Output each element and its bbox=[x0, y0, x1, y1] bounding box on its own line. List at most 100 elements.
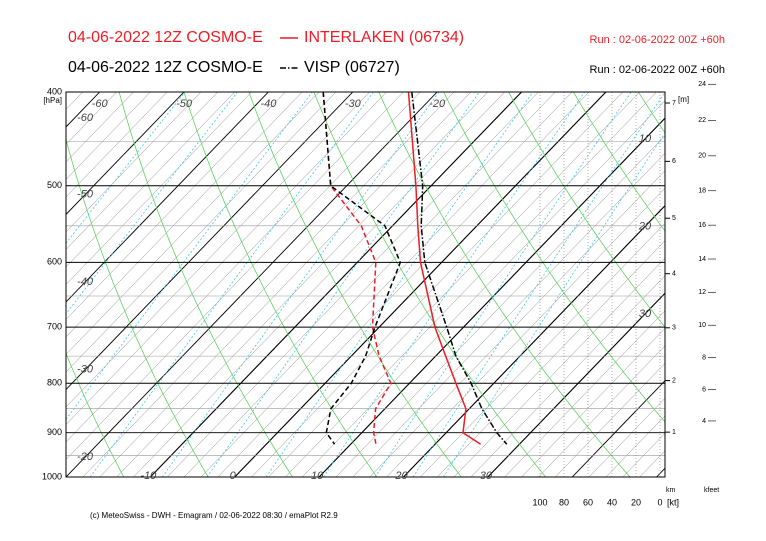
isotherm bbox=[116, 92, 488, 477]
isotherm-grid bbox=[318, 117, 665, 477]
y-tick-label: 900 bbox=[47, 427, 62, 437]
isotherm bbox=[82, 92, 455, 477]
temperature-profile bbox=[411, 92, 508, 445]
wind-tick-label: 40 bbox=[607, 497, 617, 507]
isotherm bbox=[66, 92, 235, 268]
isotherm bbox=[183, 92, 556, 477]
isotherm bbox=[285, 92, 657, 477]
y-tick-label: 600 bbox=[47, 257, 62, 267]
isotherm bbox=[403, 205, 665, 477]
wind-tick-label: 80 bbox=[559, 497, 569, 507]
altitude-tick-label: 4 bbox=[672, 271, 676, 278]
y-tick-label: 700 bbox=[47, 322, 62, 332]
isotherm bbox=[66, 92, 83, 110]
wind-tick-label: 20 bbox=[631, 497, 641, 507]
isotherm bbox=[66, 92, 151, 180]
altitude-tick-label: 6 bbox=[672, 158, 676, 165]
dry-adiabat bbox=[573, 92, 665, 232]
isotherm bbox=[66, 92, 387, 425]
isotherm bbox=[571, 380, 665, 477]
x-tick-label: 0 bbox=[230, 470, 237, 482]
mixing-ratio-line bbox=[442, 132, 665, 477]
isotherm bbox=[707, 92, 766, 477]
y-tick-label: 400 bbox=[47, 86, 62, 96]
isotherm bbox=[369, 170, 665, 477]
isotherm bbox=[504, 310, 665, 477]
background-lines bbox=[0, 92, 766, 477]
isotherm bbox=[453, 257, 665, 477]
altitude-tick-label: 5 bbox=[672, 215, 676, 222]
dry-adiabat bbox=[703, 92, 766, 477]
feet-tick-label: 6 bbox=[702, 386, 706, 393]
isotherm bbox=[605, 415, 665, 477]
isotherm bbox=[66, 92, 421, 460]
isotherm bbox=[673, 92, 766, 477]
wind-tick-label: 60 bbox=[583, 497, 593, 507]
isotherm bbox=[741, 92, 766, 477]
isotherm bbox=[521, 327, 665, 477]
isotherm-label: 10 bbox=[639, 133, 652, 145]
isotherm bbox=[588, 397, 665, 477]
feet-tick-label: 4 bbox=[702, 418, 706, 425]
isotherm-label: -20 bbox=[429, 98, 446, 110]
isotherm-label: -50 bbox=[176, 98, 193, 110]
isotherm bbox=[724, 92, 766, 477]
altitude-tick-label: 1 bbox=[672, 429, 676, 436]
feet-tick-label: 14 bbox=[698, 256, 706, 263]
altitude-tick-label: 7 bbox=[672, 100, 676, 107]
isotherm-label: -20 bbox=[77, 451, 94, 463]
isotherm bbox=[66, 92, 370, 408]
isotherm bbox=[99, 92, 472, 477]
legend-label: INTERLAKEN (06734) bbox=[304, 29, 464, 46]
isotherm-grid bbox=[234, 92, 607, 477]
isotherm-label: -50 bbox=[77, 189, 94, 201]
feet-tick-label: 10 bbox=[698, 322, 706, 329]
x-tick-label: -10 bbox=[140, 470, 157, 482]
isotherm bbox=[302, 100, 665, 477]
title: 04-06-2022 12Z COSMO-E bbox=[68, 29, 263, 46]
isotherm-label: -40 bbox=[260, 98, 277, 110]
wind-unit: [kt] bbox=[667, 497, 679, 507]
y-tick-label: 1000 bbox=[42, 471, 62, 481]
isotherm bbox=[66, 92, 252, 285]
isotherm bbox=[555, 362, 665, 477]
run-text: Run : 02-06-2022 00Z +60h bbox=[590, 64, 725, 76]
isotherm bbox=[217, 92, 590, 477]
feet-tick-label: 20 bbox=[698, 153, 706, 160]
feet-tick-label: 24 bbox=[698, 81, 706, 88]
isotherm bbox=[335, 135, 665, 477]
y-unit: [hPa] bbox=[43, 96, 62, 105]
isotherm bbox=[622, 432, 665, 477]
isotherm-label: -60 bbox=[92, 98, 109, 110]
isotherm bbox=[167, 92, 539, 477]
dry-adiabat bbox=[0, 92, 39, 477]
x-tick-label: 30 bbox=[480, 470, 493, 482]
y-tick-label: 500 bbox=[47, 180, 62, 190]
isotherm bbox=[200, 92, 573, 477]
isotherm-label: -30 bbox=[345, 98, 362, 110]
feet-tick-label: 18 bbox=[698, 188, 706, 195]
feet-tick-label: 8 bbox=[702, 354, 706, 361]
isotherm bbox=[420, 222, 665, 477]
altitude-tick-label: 2 bbox=[672, 377, 676, 384]
altitude-tick-label: 3 bbox=[672, 325, 676, 332]
footer: (c) MeteoSwiss - DWH - Emagram / 02-06-2… bbox=[90, 511, 338, 520]
isotherm bbox=[66, 92, 67, 93]
isotherm-grid bbox=[403, 204, 665, 477]
isotherm bbox=[386, 187, 665, 477]
isotherm-label: -60 bbox=[77, 112, 94, 124]
wind-tick-label: 0 bbox=[657, 497, 662, 507]
isotherm bbox=[0, 92, 15, 477]
feet-axis-label: kfeet bbox=[704, 487, 719, 494]
run-text: Run : 02-06-2022 00Z +60h bbox=[590, 34, 725, 46]
isotherm bbox=[251, 92, 623, 477]
isotherm bbox=[538, 345, 665, 477]
isotherm bbox=[66, 92, 117, 145]
isotherm bbox=[66, 92, 168, 198]
isotherm bbox=[66, 92, 303, 338]
dewpoint-profile bbox=[322, 92, 392, 445]
isotherm-grid bbox=[487, 292, 665, 477]
isotherm-label: -40 bbox=[77, 276, 94, 288]
isotherm bbox=[268, 92, 640, 477]
